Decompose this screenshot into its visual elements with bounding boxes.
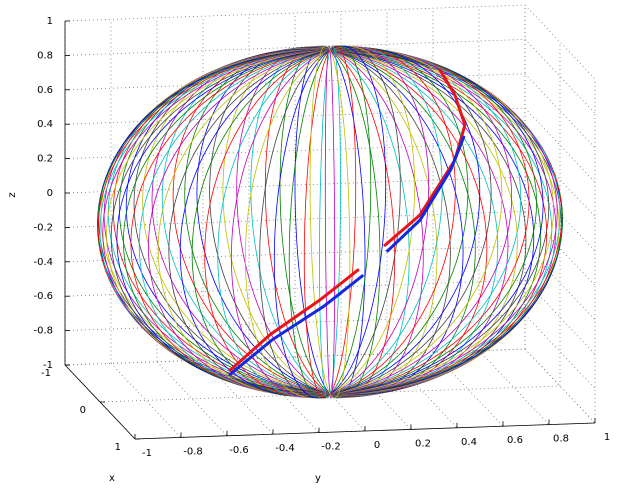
- grid-line: [64, 39, 526, 56]
- z-tick-label: 0: [47, 188, 53, 199]
- z-axis-label: z: [7, 192, 18, 197]
- z-tick-label: -0.6: [33, 291, 53, 302]
- grid-line: [64, 245, 526, 263]
- grid-line: [340, 355, 412, 430]
- y-tick-label: -0.2: [321, 442, 341, 453]
- grid-line: [524, 107, 596, 183]
- y-tick-label: 1: [604, 432, 610, 443]
- grid-line: [64, 348, 526, 366]
- grid-line: [64, 176, 526, 194]
- x-tick-label: 0: [80, 405, 86, 416]
- x-tick-label: -1: [41, 368, 51, 379]
- grid-line: [64, 4, 526, 22]
- z-tick-label: 0.6: [37, 85, 53, 96]
- grid-line: [524, 245, 596, 321]
- sphere: [96, 45, 564, 399]
- curve: [228, 68, 467, 372]
- y-tick-label: 0.8: [553, 434, 569, 445]
- y-tick-label: 0.2: [415, 438, 431, 449]
- y-tick-label: 0: [374, 440, 380, 451]
- z-tick-label: 1: [47, 16, 53, 27]
- y-tick-label: -0.4: [275, 443, 295, 454]
- z-tick-label: -1: [43, 360, 53, 371]
- z-tick-label: 0.8: [37, 50, 53, 61]
- x-axis-label: x: [109, 473, 115, 484]
- grid-line: [524, 176, 596, 252]
- grid-line: [64, 279, 526, 297]
- grid-line: [64, 314, 526, 331]
- y-tick-label: -0.8: [183, 446, 203, 457]
- grid-line: [110, 363, 182, 438]
- y-tick-label: 0.4: [461, 437, 477, 448]
- z-tick-label: -0.8: [33, 326, 53, 337]
- grid-line: [156, 361, 228, 437]
- z-tick-label: -0.2: [33, 222, 53, 233]
- z-tick-label: 0.2: [37, 154, 53, 165]
- y-axis-label: y: [315, 473, 321, 484]
- axes: -1 -0.8 -0.6 -0.4 -0.2 0 0.2 0.4 0.6 0.8 1 -1 -0.8 -0…: [33, 16, 610, 459]
- y-tick-label: -0.6: [229, 445, 249, 456]
- y-tick-label: -1: [142, 448, 152, 459]
- grid-line: [248, 358, 320, 433]
- meridian: [309, 45, 351, 399]
- grid-line: [64, 211, 526, 228]
- grid-line: [64, 73, 526, 91]
- curves: [228, 68, 467, 376]
- grid-line: [386, 353, 458, 429]
- curve: [228, 135, 466, 376]
- grid-line: [524, 73, 596, 149]
- grid-line: [524, 4, 596, 80]
- grid-line: [478, 350, 550, 425]
- z-tick-label: 0.4: [37, 119, 53, 130]
- grid-line: [524, 142, 596, 217]
- grid-line: [524, 211, 596, 286]
- grid-line: [99, 385, 561, 403]
- y-tick-label: 0.6: [507, 435, 523, 446]
- x-tick-label: 1: [115, 442, 121, 453]
- grid-line: [524, 314, 596, 389]
- grid-line: [524, 348, 596, 424]
- z-tick-label: -0.4: [33, 257, 53, 268]
- grid-line: [524, 39, 596, 114]
